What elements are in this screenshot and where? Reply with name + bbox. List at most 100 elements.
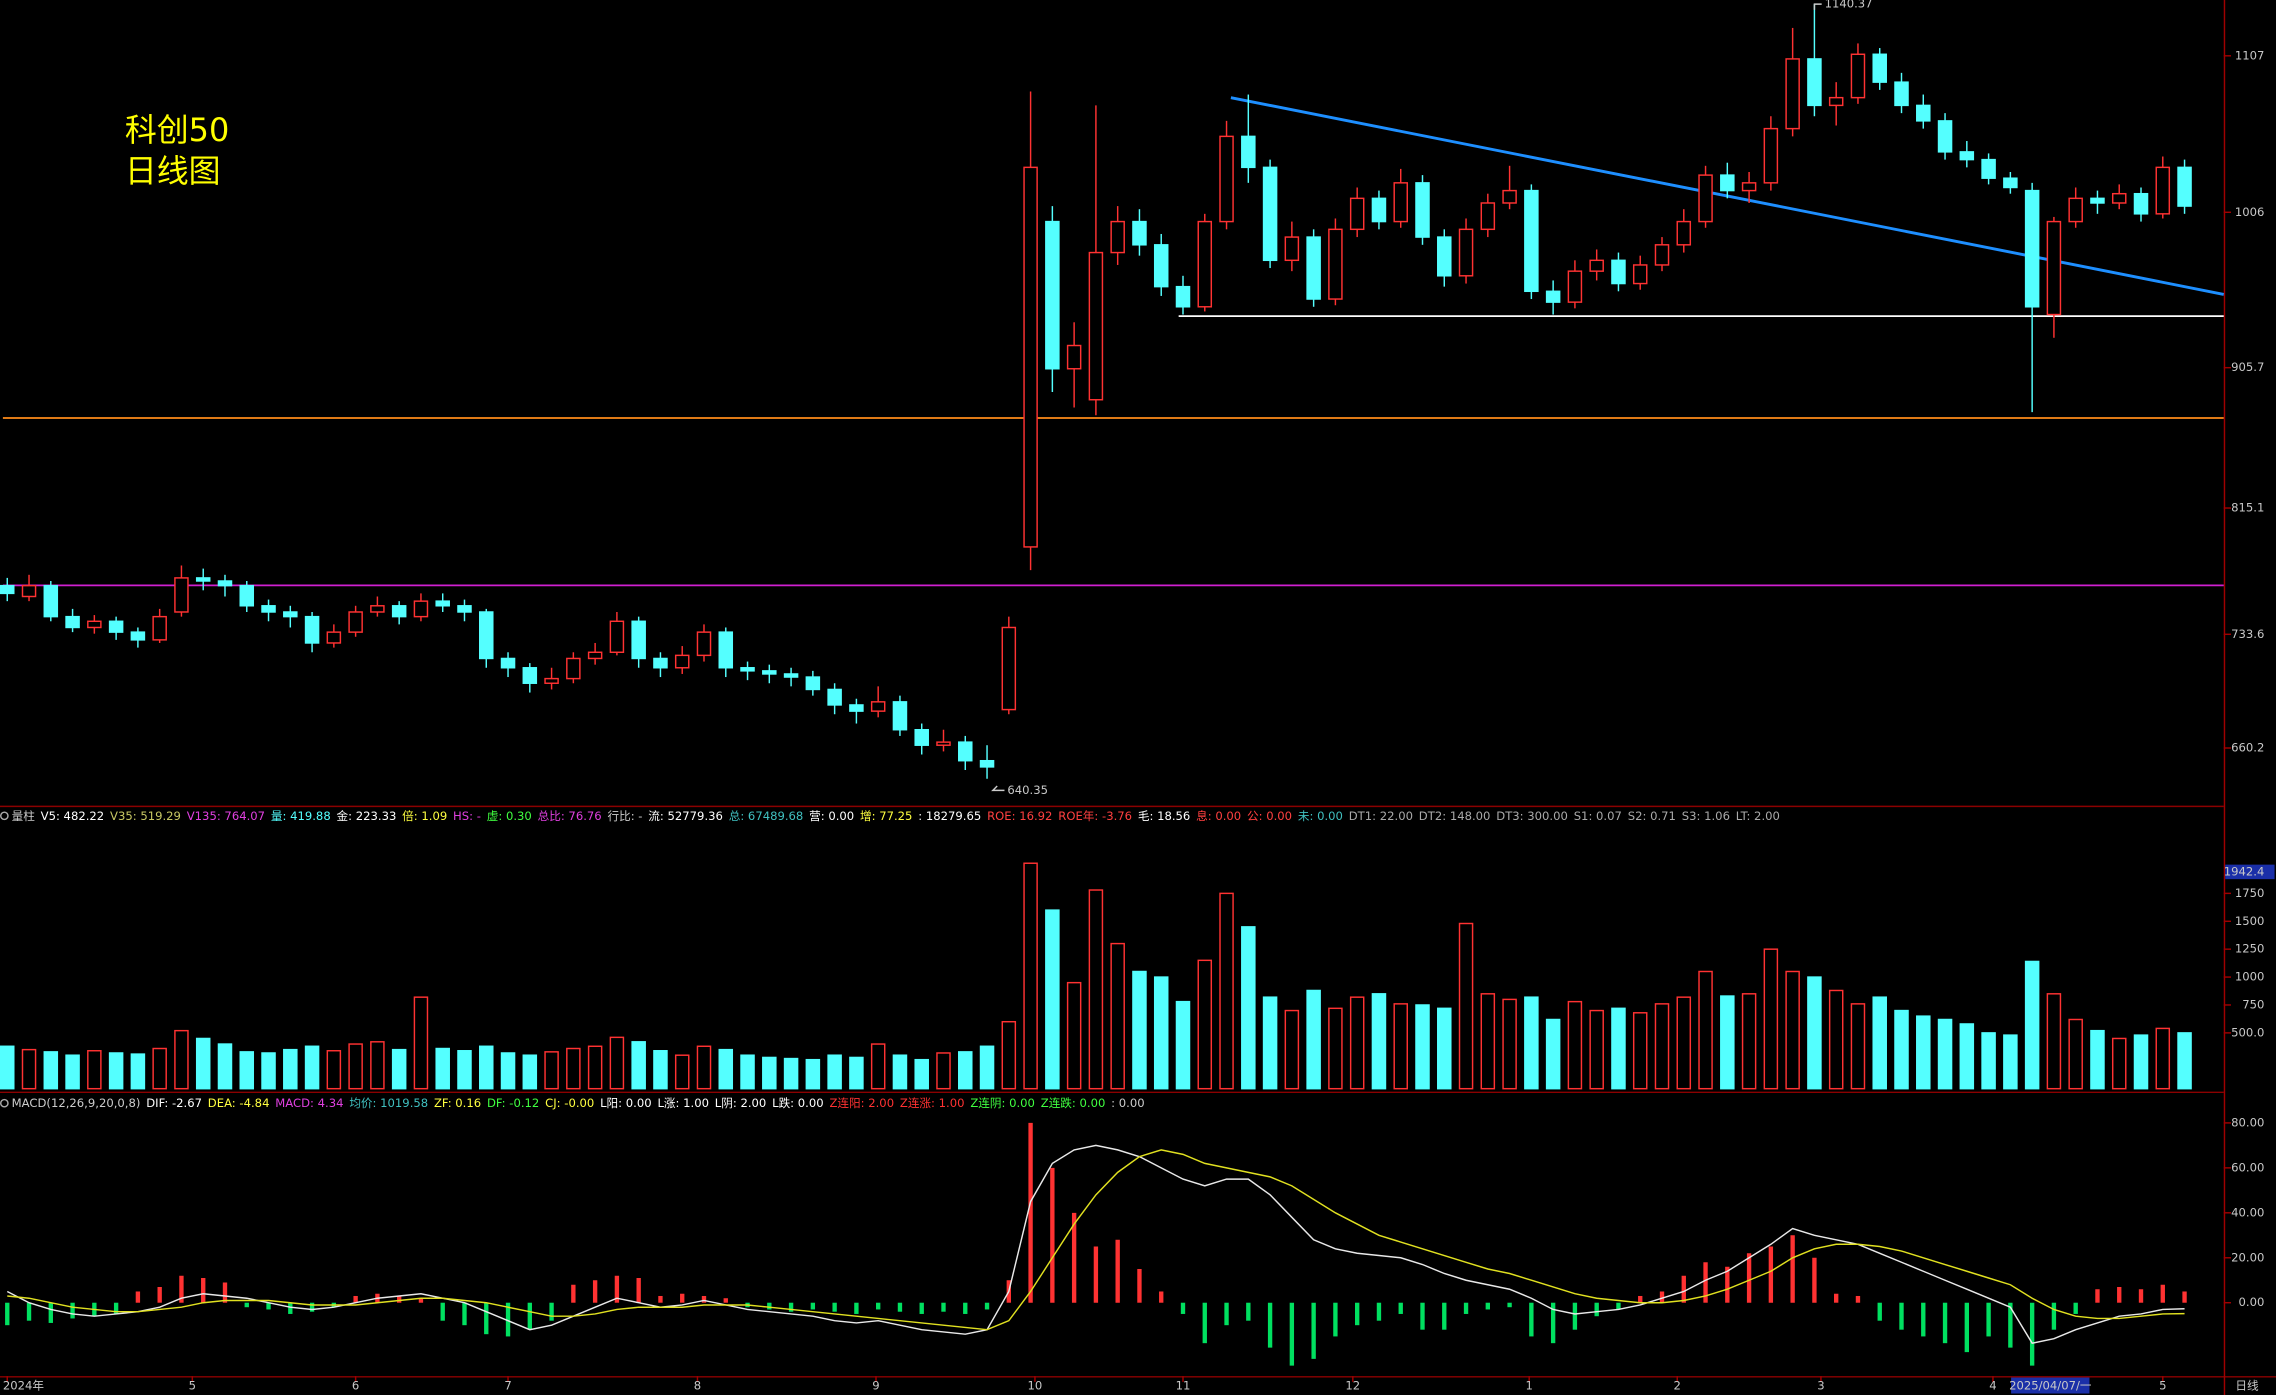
volume-bar [2133,1034,2149,1090]
candle-body [1306,236,1321,300]
header-item: 未: 0.00 [1298,808,1343,822]
volume-bar [21,1048,37,1090]
volume-bar [849,1056,864,1090]
volume-bar [1219,892,1234,1090]
volume-bar [566,1047,581,1090]
x-tick-label: 5 [189,1379,196,1393]
x-tick-label: 6 [352,1379,359,1393]
header-item: 营: 0.00 [809,808,854,822]
candle-body [914,729,929,746]
candle-body [1502,189,1517,204]
y-tick-label: 815.1 [2231,501,2264,515]
volume-bar [674,1054,690,1090]
volume-bar [827,1054,842,1090]
header-item: V35: 519.29 [110,808,181,822]
candle-body [1720,174,1735,192]
candle-body [304,615,320,644]
header-item: LT: 2.00 [1736,808,1780,822]
y-tick-label: 500.0 [2231,1025,2264,1039]
candle-body [1480,202,1496,231]
volume-bar [1981,1032,1996,1090]
candle-body [1023,166,1038,548]
header-item: 行比: - [607,808,642,822]
candle-body [1371,197,1387,223]
candle-body [1328,228,1343,300]
x-tick-label: 10 [1028,1379,1043,1393]
y-tick-label: 60.00 [2231,1160,2264,1174]
header-item: V135: 764.07 [187,808,265,822]
header-item: MACD: 4.34 [275,1096,343,1110]
volume-bar [500,1052,516,1090]
volume-bar [239,1051,255,1090]
volume-bar [958,1051,973,1090]
y-tick-label: 1500 [2235,914,2265,928]
volume-bar [304,1045,320,1090]
candle-body [2068,197,2083,223]
header-item: L涨: 1.00 [657,1096,709,1110]
y-tick-label: 733.6 [2231,627,2264,641]
volume-bar [740,1054,755,1090]
indicator-icon [0,811,9,821]
candle-body [87,620,102,629]
volume-bar [87,1050,102,1090]
candle-body [326,631,342,644]
candle-body [348,611,363,633]
candle-body [1937,120,1953,153]
candle-body [479,611,494,660]
header-item: CJ: -0.00 [545,1096,594,1110]
candle-body [1066,344,1082,370]
volume-bar [174,1029,189,1090]
x-tick-label: 4 [1989,1379,1996,1393]
volume-bar [1828,989,1844,1090]
candle-body [108,620,124,633]
candle-body [740,667,755,672]
y-tick-label: 905.7 [2231,360,2264,374]
volume-bar [0,1045,15,1090]
candle-body [1916,104,1931,122]
header-item: 公: 0.00 [1247,808,1292,822]
candle-body [1785,58,1800,130]
volume-bar [65,1054,80,1090]
x-tick-label: 2024年 [3,1379,45,1393]
volume-bar [631,1041,646,1090]
header-item: S1: 0.07 [1574,808,1622,822]
period-label: 日线 [2235,1379,2259,1393]
candle-body [217,580,233,587]
candle-body [457,605,472,613]
volume-bar [1676,996,1692,1090]
header-item: DEA: -4.84 [208,1096,270,1110]
header-item: DIF: -2.67 [146,1096,202,1110]
volume-bar [1741,993,1757,1090]
volume-bar [783,1057,799,1090]
volume-bar [1763,948,1779,1090]
candle-body [174,577,189,613]
volume-bar [587,1045,603,1090]
candle-body [1045,220,1060,370]
volume-bar [435,1047,450,1090]
volume-bar [1916,1015,1931,1090]
candle-body [783,673,799,678]
highlight-label: 1942.4 [2224,864,2265,878]
header-item: DT1: 22.00 [1349,808,1413,822]
y-tick-label: 0.00 [2239,1295,2265,1309]
candle-body [566,657,581,680]
volume-bar [195,1037,211,1090]
candle-body [1349,197,1365,231]
candle-body [609,620,625,653]
header-item: L跌: 0.00 [772,1096,824,1110]
volume-bar [1458,922,1474,1090]
candle-body [1545,290,1561,303]
header-item: L阴: 2.00 [715,1096,767,1110]
candle-body [1197,220,1213,308]
x-tick-label: 7 [504,1379,511,1393]
header-item: 均价: 1019.58 [349,1096,428,1110]
high-annotation: 1140.37 [1825,0,1873,11]
volume-bar [1850,1003,1866,1090]
candle-body [2024,189,2040,308]
candle-body [522,667,538,684]
volume-bar [1654,1003,1670,1090]
volume-bar [892,1054,908,1090]
header-item: S3: 1.06 [1682,808,1730,822]
candle-body [1284,236,1300,262]
